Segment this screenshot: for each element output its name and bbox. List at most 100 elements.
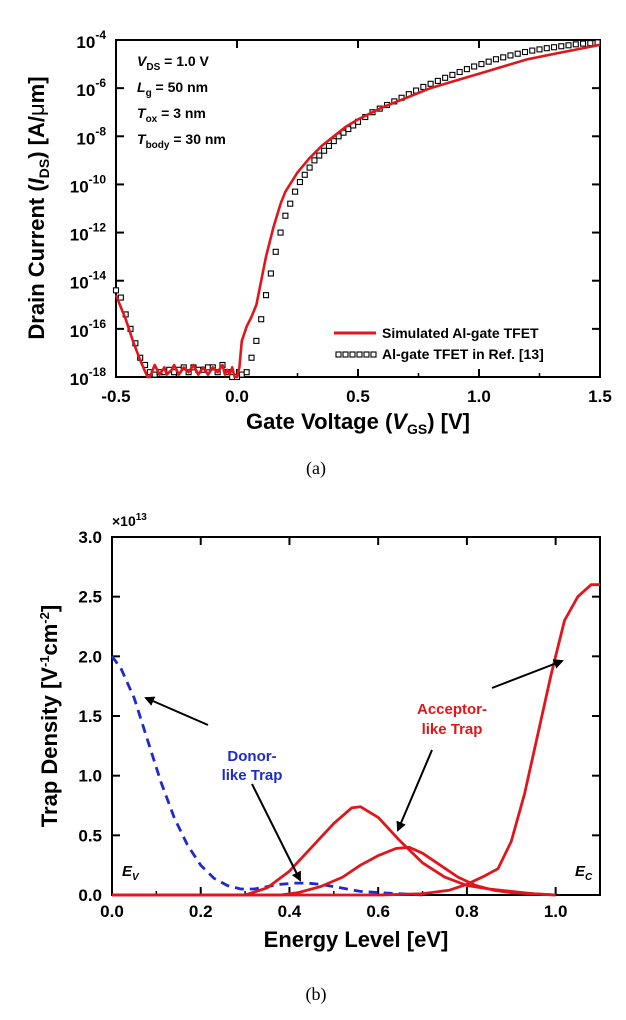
chart-b-xtick-label: 0.6 <box>366 902 390 921</box>
chart-a-reference-point <box>292 188 299 195</box>
chart-a-xtick-label: 0.0 <box>225 387 249 406</box>
chart-a-annotation-tbody: Tbody = 30 nm <box>137 131 226 151</box>
chart-a-reference-point <box>253 337 260 344</box>
legend-square-marker <box>370 351 377 358</box>
chart-b-series <box>110 583 600 897</box>
chart-b-xtick-label: 0.0 <box>100 902 124 921</box>
chart-a-series <box>112 39 601 381</box>
chart-a: -0.5 0.0 0.5 1.0 1.5 10-4 10-6 10-8 10-10 10-12 10… <box>24 28 612 479</box>
arrow-donor-to-curve-bottom <box>251 783 301 882</box>
chart-b-ytick-label: 2.0 <box>78 647 102 666</box>
chart-a-reference-point <box>248 354 255 361</box>
chart-a-legend: Simulated Al-gate TFET Al-gate TFET in R… <box>334 325 544 362</box>
chart-b-xtick-label: 0.8 <box>455 902 479 921</box>
chart-a-xtick-label: 0.5 <box>346 387 370 406</box>
chart-b-arrows <box>144 659 564 882</box>
chart-a-ytick-label: 10-18 <box>70 365 107 389</box>
chart-b-caption: (b) <box>306 984 327 1005</box>
chart-b-ytick-label: 0.5 <box>78 826 102 845</box>
legend-label-simulated: Simulated Al-gate TFET <box>382 325 539 341</box>
chart-a-reference-point <box>565 42 572 49</box>
donor-trap-curve <box>110 655 423 897</box>
chart-a-reference-point <box>456 68 463 76</box>
legend-square-marker <box>356 351 363 358</box>
chart-a-reference-point <box>151 371 158 378</box>
legend-square-marker <box>349 351 356 358</box>
chart-b-xtick-label: 1.0 <box>544 902 568 921</box>
acceptor-trap-label-line2: like Trap <box>422 721 483 738</box>
chart-a-annotation-vds: VDS = 1.0 V <box>137 53 210 73</box>
chart-b-ticks: 0.0 0.2 0.4 0.6 0.8 1.0 0.0 0.5 1.0 1.5 2.0 2.5 3.0 <box>78 528 601 921</box>
chart-a-reference-point <box>449 71 456 78</box>
chart-a-ytick-label: 10-12 <box>70 221 107 245</box>
chart-a-reference-point <box>471 63 478 70</box>
chart-a-reference-point <box>277 229 284 236</box>
chart-b-ytick-label: 0.0 <box>78 886 102 905</box>
chart-b-ytick-label: 3.0 <box>78 528 102 547</box>
chart-a-reference-point <box>301 171 308 178</box>
chart-a-ytick-label: 10-16 <box>70 317 107 341</box>
chart-a-reference-point <box>262 292 270 299</box>
chart-a-xtick-label: -0.5 <box>101 387 130 406</box>
chart-a-reference-point <box>282 212 289 219</box>
chart-a-reference-point <box>543 45 550 52</box>
legend-swatch-reference <box>335 351 377 358</box>
chart-a-reference-point <box>238 371 245 378</box>
chart-a-xlabel: Gate Voltage (VGS) [V] <box>246 409 470 437</box>
chart-b-ytick-label: 1.5 <box>78 707 102 726</box>
acceptor-trap-curve <box>112 583 600 897</box>
chart-a-ylabel: Drain Current (IDS) [A/μm] <box>24 76 52 339</box>
chart-b-ytick-label: 1.0 <box>78 767 102 786</box>
chart-a-reference-point <box>478 61 485 68</box>
chart-a-ytick-label: 10-4 <box>76 28 106 52</box>
chart-a-reference-point <box>330 138 337 145</box>
chart-a-reference-point <box>529 47 536 54</box>
legend-square-marker <box>335 351 342 358</box>
chart-a-reference-point <box>316 152 323 159</box>
chart-a-reference-point <box>427 80 434 87</box>
valence-band-label: EV <box>122 863 140 883</box>
chart-b-xtick-label: 0.2 <box>189 902 213 921</box>
legend-square-marker <box>363 351 370 358</box>
chart-a-reference-point <box>580 40 587 47</box>
chart-a-reference-point <box>500 54 507 61</box>
chart-a-reference-point <box>117 294 124 301</box>
chart-a-reference-point <box>507 52 514 59</box>
chart-b: 0.0 0.2 0.4 0.6 0.8 1.00.00.51.01.52.02.53.0 … <box>37 512 601 1005</box>
chart-a-reference-point <box>296 178 303 186</box>
arrow-acceptor-to-mid-curve <box>396 749 433 832</box>
chart-b-ylabel: Trap Density [V-1cm-2] <box>37 605 62 827</box>
donor-trap-label-line1: Donor- <box>227 748 276 765</box>
chart-b-xlabel: Energy Level [eV] <box>264 927 449 952</box>
chart-a-reference-point <box>287 200 294 207</box>
chart-a-reference-point <box>521 48 529 56</box>
chart-a-reference-point <box>558 43 565 50</box>
chart-a-reference-point <box>434 77 441 84</box>
chart-a-reference-point <box>306 164 313 171</box>
chart-a-reference-point <box>550 44 558 51</box>
chart-a-reference-point <box>258 316 265 323</box>
chart-a-reference-point <box>112 287 120 294</box>
chart-b-multiplier: ×1013 <box>112 512 147 529</box>
chart-a-ytick-label: 10-6 <box>76 76 106 100</box>
chart-a-ytick-label: 10-8 <box>76 124 106 148</box>
chart-a-reference-point <box>587 40 594 47</box>
chart-a-reference-point <box>485 58 492 65</box>
chart-a-reference-point <box>572 41 579 48</box>
chart-a-reference-point <box>420 83 427 90</box>
legend-square-marker <box>342 351 349 358</box>
chart-a-ytick-label: 10-14 <box>70 269 107 293</box>
arrow-donor-to-curve-top <box>144 696 209 726</box>
chart-a-reference-point <box>243 369 250 376</box>
arrow-acceptor-to-right-curve <box>491 659 564 689</box>
chart-a-reference-point <box>514 50 521 57</box>
conduction-band-label: EC <box>575 863 593 883</box>
donor-trap-label-line2: like Trap <box>222 767 283 784</box>
chart-a-reference-point <box>463 66 470 73</box>
acceptor-trap-curve <box>112 845 556 897</box>
chart-a-reference-point <box>267 270 274 277</box>
chart-a-reference-point <box>272 248 279 255</box>
chart-a-reference-point <box>321 147 328 154</box>
chart-a-annotation-tox: Tox = 3 nm <box>137 105 206 125</box>
chart-a-ytick-label: 10-10 <box>70 172 107 196</box>
